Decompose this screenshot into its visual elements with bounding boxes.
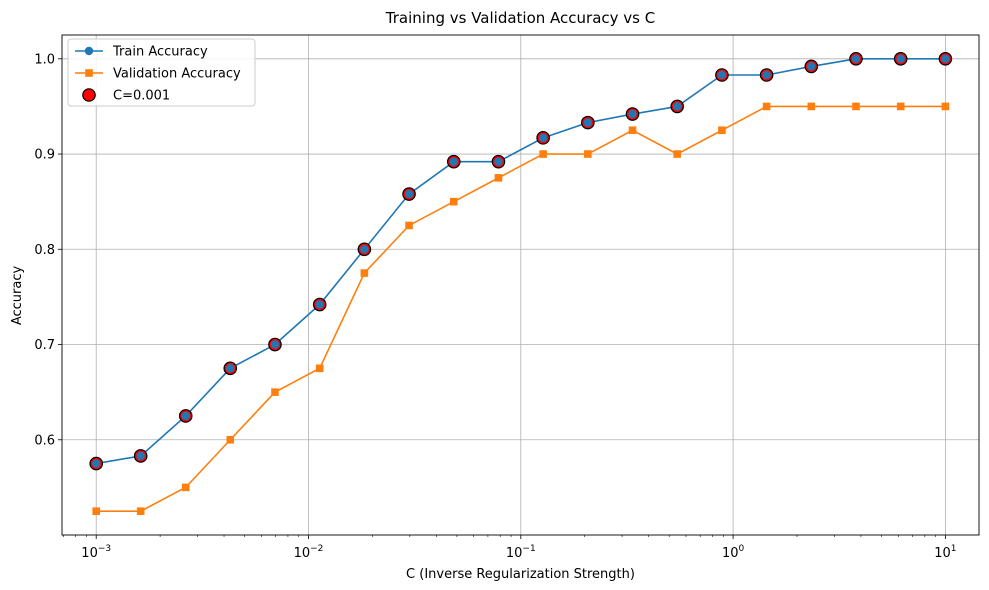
axes-frame xyxy=(61,34,980,536)
x-tick-label: 10−2 xyxy=(294,544,324,561)
series-line-validation xyxy=(96,105,946,512)
legend-train-label: Train Accuracy xyxy=(112,45,208,60)
validation-point xyxy=(673,150,682,158)
validation-point xyxy=(181,483,190,492)
legend-highlight-label: C=0.001 xyxy=(113,89,170,104)
validation-point xyxy=(941,102,950,111)
train-point xyxy=(717,70,727,80)
x-tick-label: 10−1 xyxy=(506,544,536,561)
y-tick-label: 1.0 xyxy=(34,52,55,67)
y-axis-label: Accuracy xyxy=(10,266,25,326)
train-point xyxy=(673,102,682,111)
validation-point xyxy=(494,174,503,182)
validation-point xyxy=(718,126,726,135)
train-point xyxy=(941,54,950,64)
legend-train-marker xyxy=(84,46,94,56)
chart-title: Training vs Validation Accuracy vs C xyxy=(385,9,655,27)
validation-point xyxy=(360,269,369,277)
train-point xyxy=(628,109,637,119)
train-point xyxy=(226,364,235,373)
validation-point xyxy=(807,102,816,111)
train-point xyxy=(851,54,861,64)
validation-point xyxy=(762,102,771,111)
train-point xyxy=(538,133,548,143)
validation-point xyxy=(271,388,279,396)
x-tick-label: 101 xyxy=(934,544,956,561)
validation-point xyxy=(628,126,637,135)
train-point xyxy=(136,451,145,461)
train-point xyxy=(762,70,771,80)
y-tick-label: 0.7 xyxy=(34,338,55,353)
validation-point xyxy=(896,102,905,111)
train-point xyxy=(404,189,414,199)
validation-point xyxy=(449,197,458,206)
validation-point xyxy=(584,150,592,158)
train-point xyxy=(315,300,324,309)
legend-box xyxy=(67,38,256,107)
legend-highlight-marker xyxy=(82,88,96,102)
validation-point xyxy=(315,364,324,373)
validation-point xyxy=(226,435,235,444)
series-line-train xyxy=(96,58,946,465)
train-point xyxy=(270,340,280,349)
train-point xyxy=(494,157,503,166)
validation-point xyxy=(852,102,860,111)
validation-point xyxy=(405,221,413,230)
train-point xyxy=(449,157,458,166)
train-point xyxy=(896,54,905,64)
legend-validation-marker xyxy=(85,69,93,77)
train-point xyxy=(181,411,190,421)
legend-validation-label: Validation Accuracy xyxy=(113,67,241,82)
y-tick-label: 0.8 xyxy=(34,243,55,258)
y-tick-label: 0.6 xyxy=(34,433,55,448)
train-point xyxy=(92,459,101,468)
validation-point xyxy=(92,507,101,515)
y-tick-label: 0.9 xyxy=(34,148,55,163)
train-point xyxy=(807,62,816,71)
validation-point xyxy=(136,507,145,515)
validation-point xyxy=(539,150,547,158)
x-tick-label: 10−3 xyxy=(81,544,111,561)
train-point xyxy=(360,245,369,254)
x-tick-label: 100 xyxy=(722,544,745,561)
train-point xyxy=(583,118,593,127)
x-axis-label: C (Inverse Regularization Strength) xyxy=(406,567,635,582)
